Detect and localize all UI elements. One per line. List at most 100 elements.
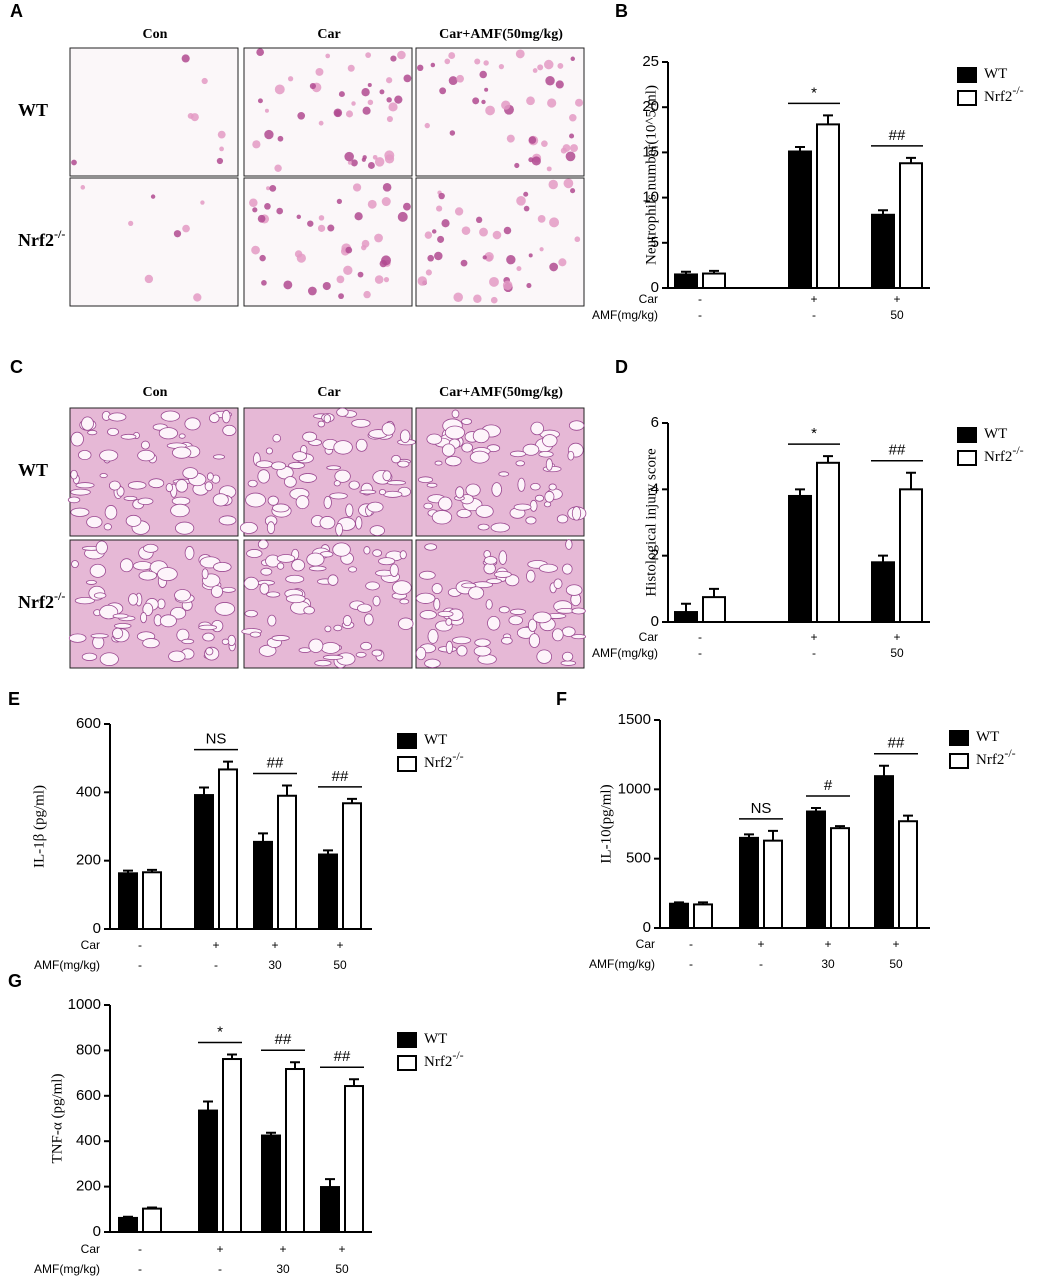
y-tick-label: 400 (76, 783, 101, 800)
cell (430, 62, 436, 68)
alveolus (545, 458, 553, 471)
bar (788, 494, 812, 624)
alveolus (295, 495, 310, 510)
alveolus (103, 523, 112, 531)
legend-label: Nrf2-/- (424, 749, 464, 772)
alveolus (120, 433, 137, 440)
cell (287, 76, 294, 82)
cell (249, 198, 258, 207)
error-bar (347, 797, 357, 804)
treatment-value: - (689, 937, 693, 951)
error-bar (906, 471, 916, 490)
alveolus (258, 644, 277, 657)
legend-label-main: Nrf2 (976, 752, 1004, 768)
cell (434, 251, 443, 261)
treatment-value: - (689, 957, 693, 971)
cell (352, 183, 362, 192)
alveolus (148, 478, 165, 489)
alveolus (529, 499, 538, 512)
alveolus (461, 418, 473, 425)
alveolus (157, 567, 178, 582)
cell (307, 220, 314, 227)
alveolus (174, 589, 191, 602)
error-bar (258, 832, 268, 842)
treatment-value: - (138, 1242, 142, 1256)
alveolus (93, 592, 107, 599)
micrograph (415, 177, 585, 307)
y-tick-label: 1000 (68, 996, 101, 1013)
cell (296, 253, 306, 263)
error-bar (879, 764, 889, 777)
alveolus (474, 638, 491, 647)
bar (320, 1186, 340, 1233)
alveolus (342, 615, 352, 627)
cell (516, 266, 522, 272)
bar (674, 273, 698, 290)
y-axis-label: IL-10(pg/ml) (598, 784, 614, 863)
bar (342, 802, 362, 930)
legend-label-main: WT (976, 729, 999, 745)
alveolus (437, 610, 454, 618)
alveolus (132, 561, 153, 571)
error-bar (681, 270, 691, 275)
error-bar (223, 760, 233, 770)
cell (322, 281, 331, 291)
bar (218, 768, 238, 930)
alveolus (355, 438, 368, 452)
cell (472, 97, 480, 105)
cell (444, 58, 451, 65)
alveolus (527, 618, 538, 633)
cell (570, 188, 576, 194)
cell (532, 68, 538, 73)
cell (264, 203, 271, 210)
alveolus (568, 420, 585, 431)
cell (276, 207, 284, 215)
legend-label: WT (976, 729, 999, 745)
cell (481, 99, 486, 105)
alveolus (68, 633, 87, 643)
error-bar (123, 869, 133, 874)
alveolus (107, 427, 120, 436)
cell (439, 87, 447, 95)
bar (816, 123, 840, 289)
cell (545, 76, 555, 86)
alveolus (75, 482, 95, 489)
alveolus (389, 563, 399, 577)
alveolus (175, 521, 195, 535)
alveolus (490, 522, 510, 533)
bar (142, 871, 162, 930)
legend-swatch (949, 753, 969, 769)
panel-letter: A (10, 1, 23, 21)
cell (347, 160, 352, 165)
y-tick-label: 4 (651, 480, 659, 497)
alveolus (198, 624, 218, 631)
bar (871, 213, 895, 289)
cell (216, 157, 224, 165)
cell (456, 74, 465, 83)
alveolus (355, 516, 363, 530)
micrograph-bg (69, 177, 239, 307)
cell (338, 91, 345, 98)
alveolus (266, 591, 281, 598)
y-tick-label: 600 (76, 1087, 101, 1104)
cell (318, 120, 324, 126)
alveolus (267, 495, 279, 506)
treatment-value: + (336, 938, 343, 952)
alveolus (137, 497, 154, 506)
cell (548, 179, 558, 190)
alveolus (113, 623, 132, 629)
cell (252, 140, 261, 149)
legend-swatch (397, 1055, 417, 1071)
alveolus (363, 546, 371, 555)
micrograph (239, 407, 416, 537)
cell (361, 157, 366, 162)
y-axis-label: IL-1β (pg/ml) (31, 785, 47, 868)
alveolus (560, 660, 577, 666)
bar (222, 1058, 242, 1233)
alveolus (140, 612, 148, 624)
alveolus (333, 624, 343, 632)
cell (492, 230, 502, 240)
micrograph (415, 539, 587, 669)
treatment-label: Car (639, 292, 658, 306)
treatment-value: + (810, 292, 817, 306)
